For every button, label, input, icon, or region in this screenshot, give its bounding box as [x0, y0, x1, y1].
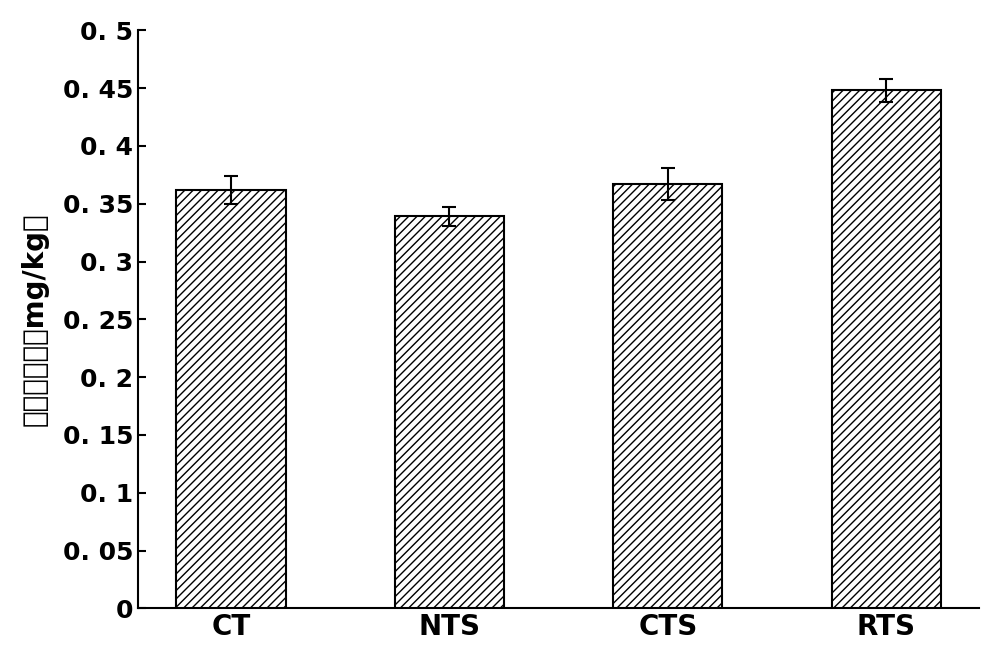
Bar [613, 184, 722, 608]
Bar [832, 91, 941, 608]
Bar [395, 216, 504, 608]
Y-axis label: 土壤镝含量（mg/kg）: 土壤镝含量（mg/kg） [21, 213, 49, 426]
Bar [176, 190, 286, 608]
